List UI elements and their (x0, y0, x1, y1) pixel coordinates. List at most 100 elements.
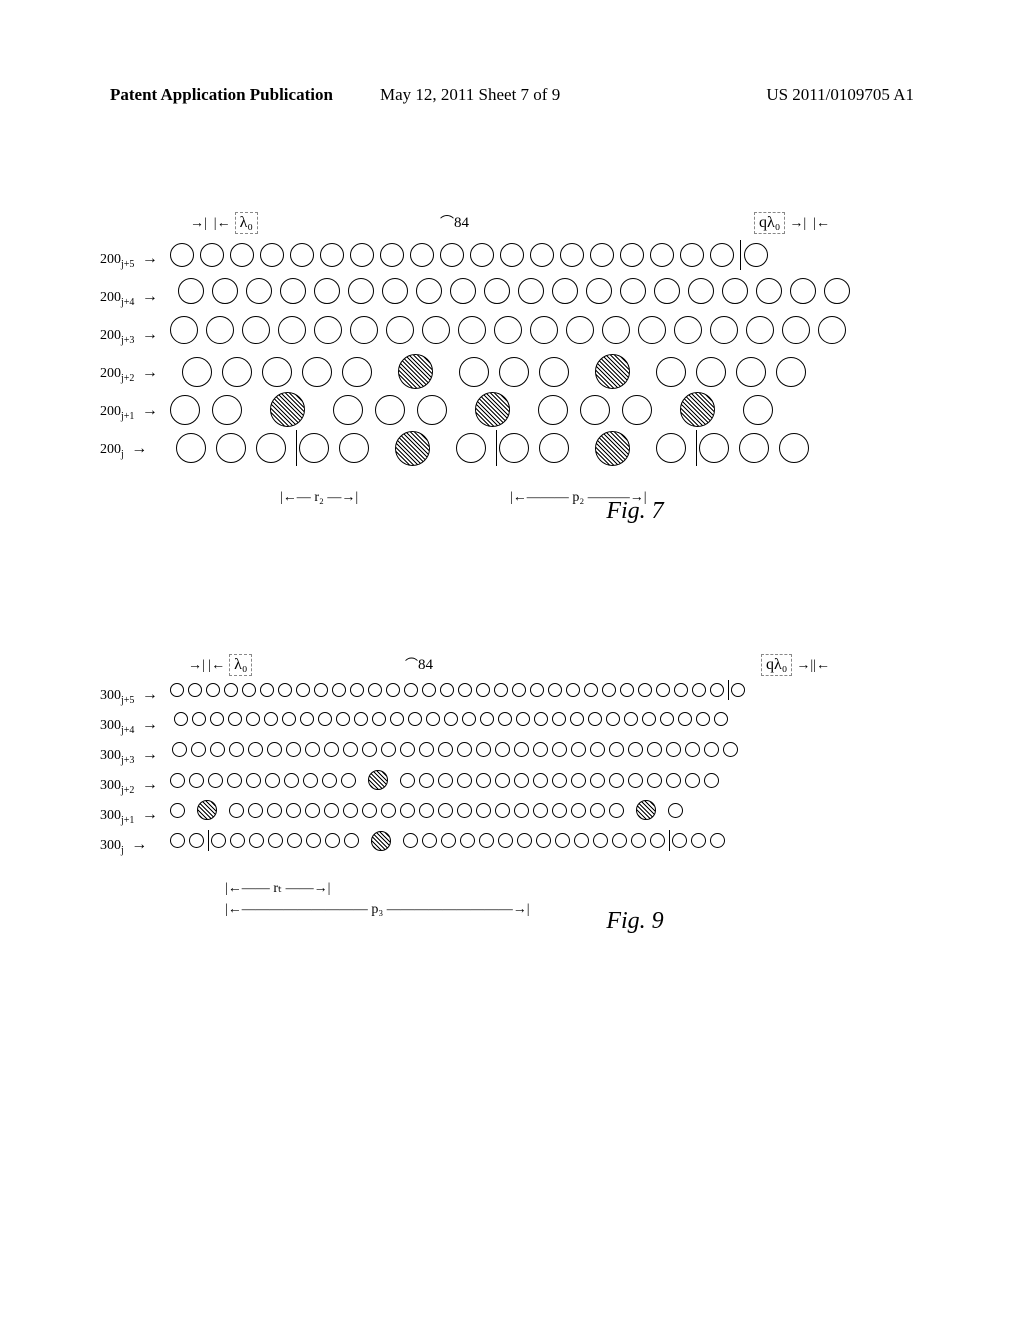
nozzle-circle (189, 833, 204, 848)
row-label: 300j+3 → (100, 746, 158, 766)
nozzle-circle (710, 316, 738, 344)
nozzle-circle (824, 278, 850, 304)
nozzle-circle (210, 712, 224, 726)
tick-mark (296, 430, 297, 466)
nozzle-circle (704, 742, 719, 757)
nozzle-circle (620, 683, 634, 697)
nozzle-circle (318, 712, 332, 726)
nozzle-circle (514, 773, 529, 788)
nozzle-circle (200, 243, 224, 267)
nozzle-circle (438, 803, 453, 818)
nozzle-circle (380, 243, 404, 267)
row-label: 200j+2 → (100, 364, 158, 384)
nozzle-circle (368, 683, 382, 697)
nozzle-circle (666, 773, 681, 788)
nozzle-circle (444, 712, 458, 726)
nozzle-circle (512, 683, 526, 697)
nozzle-circle (422, 316, 450, 344)
nozzle-row: 200j → (160, 430, 860, 470)
nozzle-circle (230, 243, 254, 267)
nozzle-circle (438, 742, 453, 757)
nozzle-circle (739, 433, 769, 463)
nozzle-circle (580, 395, 610, 425)
nozzle-circle (386, 683, 400, 697)
nozzle-circle (372, 712, 386, 726)
nozzle-circle (267, 742, 282, 757)
nozzle-circle (656, 683, 670, 697)
nozzle-circle (674, 683, 688, 697)
nozzle-circle (422, 683, 436, 697)
nozzle-circle (500, 243, 524, 267)
nozzle-circle (552, 712, 566, 726)
nozzle-circle (494, 316, 522, 344)
nozzle-circle (426, 712, 440, 726)
row-label: 200j+4 → (100, 288, 158, 308)
nozzle-row: 200j+3 → (160, 316, 860, 356)
nozzle-circle (176, 433, 206, 463)
nozzle-circle (286, 803, 301, 818)
header-left: Patent Application Publication (110, 85, 333, 105)
lambda0-annotation-fig9: →| |← λ₀ (188, 654, 252, 676)
nozzle-circle (419, 803, 434, 818)
tick-mark (208, 830, 209, 851)
nozzle-circle (647, 773, 662, 788)
nozzle-circle (206, 316, 234, 344)
nozzle-circle (419, 773, 434, 788)
nozzle-circle (314, 278, 340, 304)
circle-container (170, 800, 687, 820)
nozzle-circle (514, 803, 529, 818)
circle-container (170, 680, 749, 700)
nozzle-circle (696, 357, 726, 387)
nozzle-circle (588, 712, 602, 726)
nozzle-circle (571, 803, 586, 818)
nozzle-circle (211, 833, 226, 848)
nozzle-circle (404, 683, 418, 697)
circle-container (170, 240, 774, 270)
nozzle-circle (688, 278, 714, 304)
nozzle-circle (278, 316, 306, 344)
nozzle-circle (302, 357, 332, 387)
p2-measure: |←——— p₂ ———→| (510, 490, 647, 506)
nozzle-circle (314, 683, 328, 697)
circle-container (174, 710, 732, 728)
nozzle-row: 200j+2 → (160, 354, 860, 394)
nozzle-circle (188, 683, 202, 697)
nozzle-circle (170, 833, 185, 848)
nozzle-circle (606, 712, 620, 726)
nozzle-row: 300j+5 → (160, 680, 860, 708)
nozzle-circle (699, 433, 729, 463)
nozzle-circle (260, 683, 274, 697)
fig9-rows: 300j+5 →300j+4 →300j+3 →300j+2 →300j+1 →… (160, 680, 860, 858)
figure-7: →| |← λ₀ ⌒84 qλ₀ →| |← 200j+5 →200j+4 →2… (160, 240, 860, 525)
header-right: US 2011/0109705 A1 (766, 85, 914, 105)
nozzle-circle (674, 316, 702, 344)
nozzle-circle (224, 683, 238, 697)
nozzle-circle (638, 316, 666, 344)
nozzle-circle (460, 833, 475, 848)
lambda0-label-fig9: λ₀ (229, 654, 252, 676)
nozzle-row: 300j+4 → (160, 710, 860, 738)
nozzle-circle (400, 742, 415, 757)
nozzle-circle (620, 278, 646, 304)
hatched-nozzle-circle (395, 431, 430, 466)
nozzle-circle (533, 803, 548, 818)
nozzle-circle (628, 742, 643, 757)
nozzle-circle (680, 243, 704, 267)
row-label: 300j+5 → (100, 686, 158, 706)
circle-container (178, 278, 858, 304)
nozzle-circle (647, 742, 662, 757)
nozzle-circle (495, 773, 510, 788)
nozzle-circle (191, 742, 206, 757)
nozzle-circle (457, 773, 472, 788)
nozzle-circle (438, 773, 453, 788)
circle-container (176, 430, 819, 466)
nozzle-circle (612, 833, 627, 848)
nozzle-circle (210, 742, 225, 757)
nozzle-circle (539, 433, 569, 463)
nozzle-circle (268, 833, 283, 848)
nozzle-circle (672, 833, 687, 848)
nozzle-circle (552, 773, 567, 788)
nozzle-circle (736, 357, 766, 387)
nozzle-circle (656, 433, 686, 463)
nozzle-row: 300j → (160, 830, 860, 858)
